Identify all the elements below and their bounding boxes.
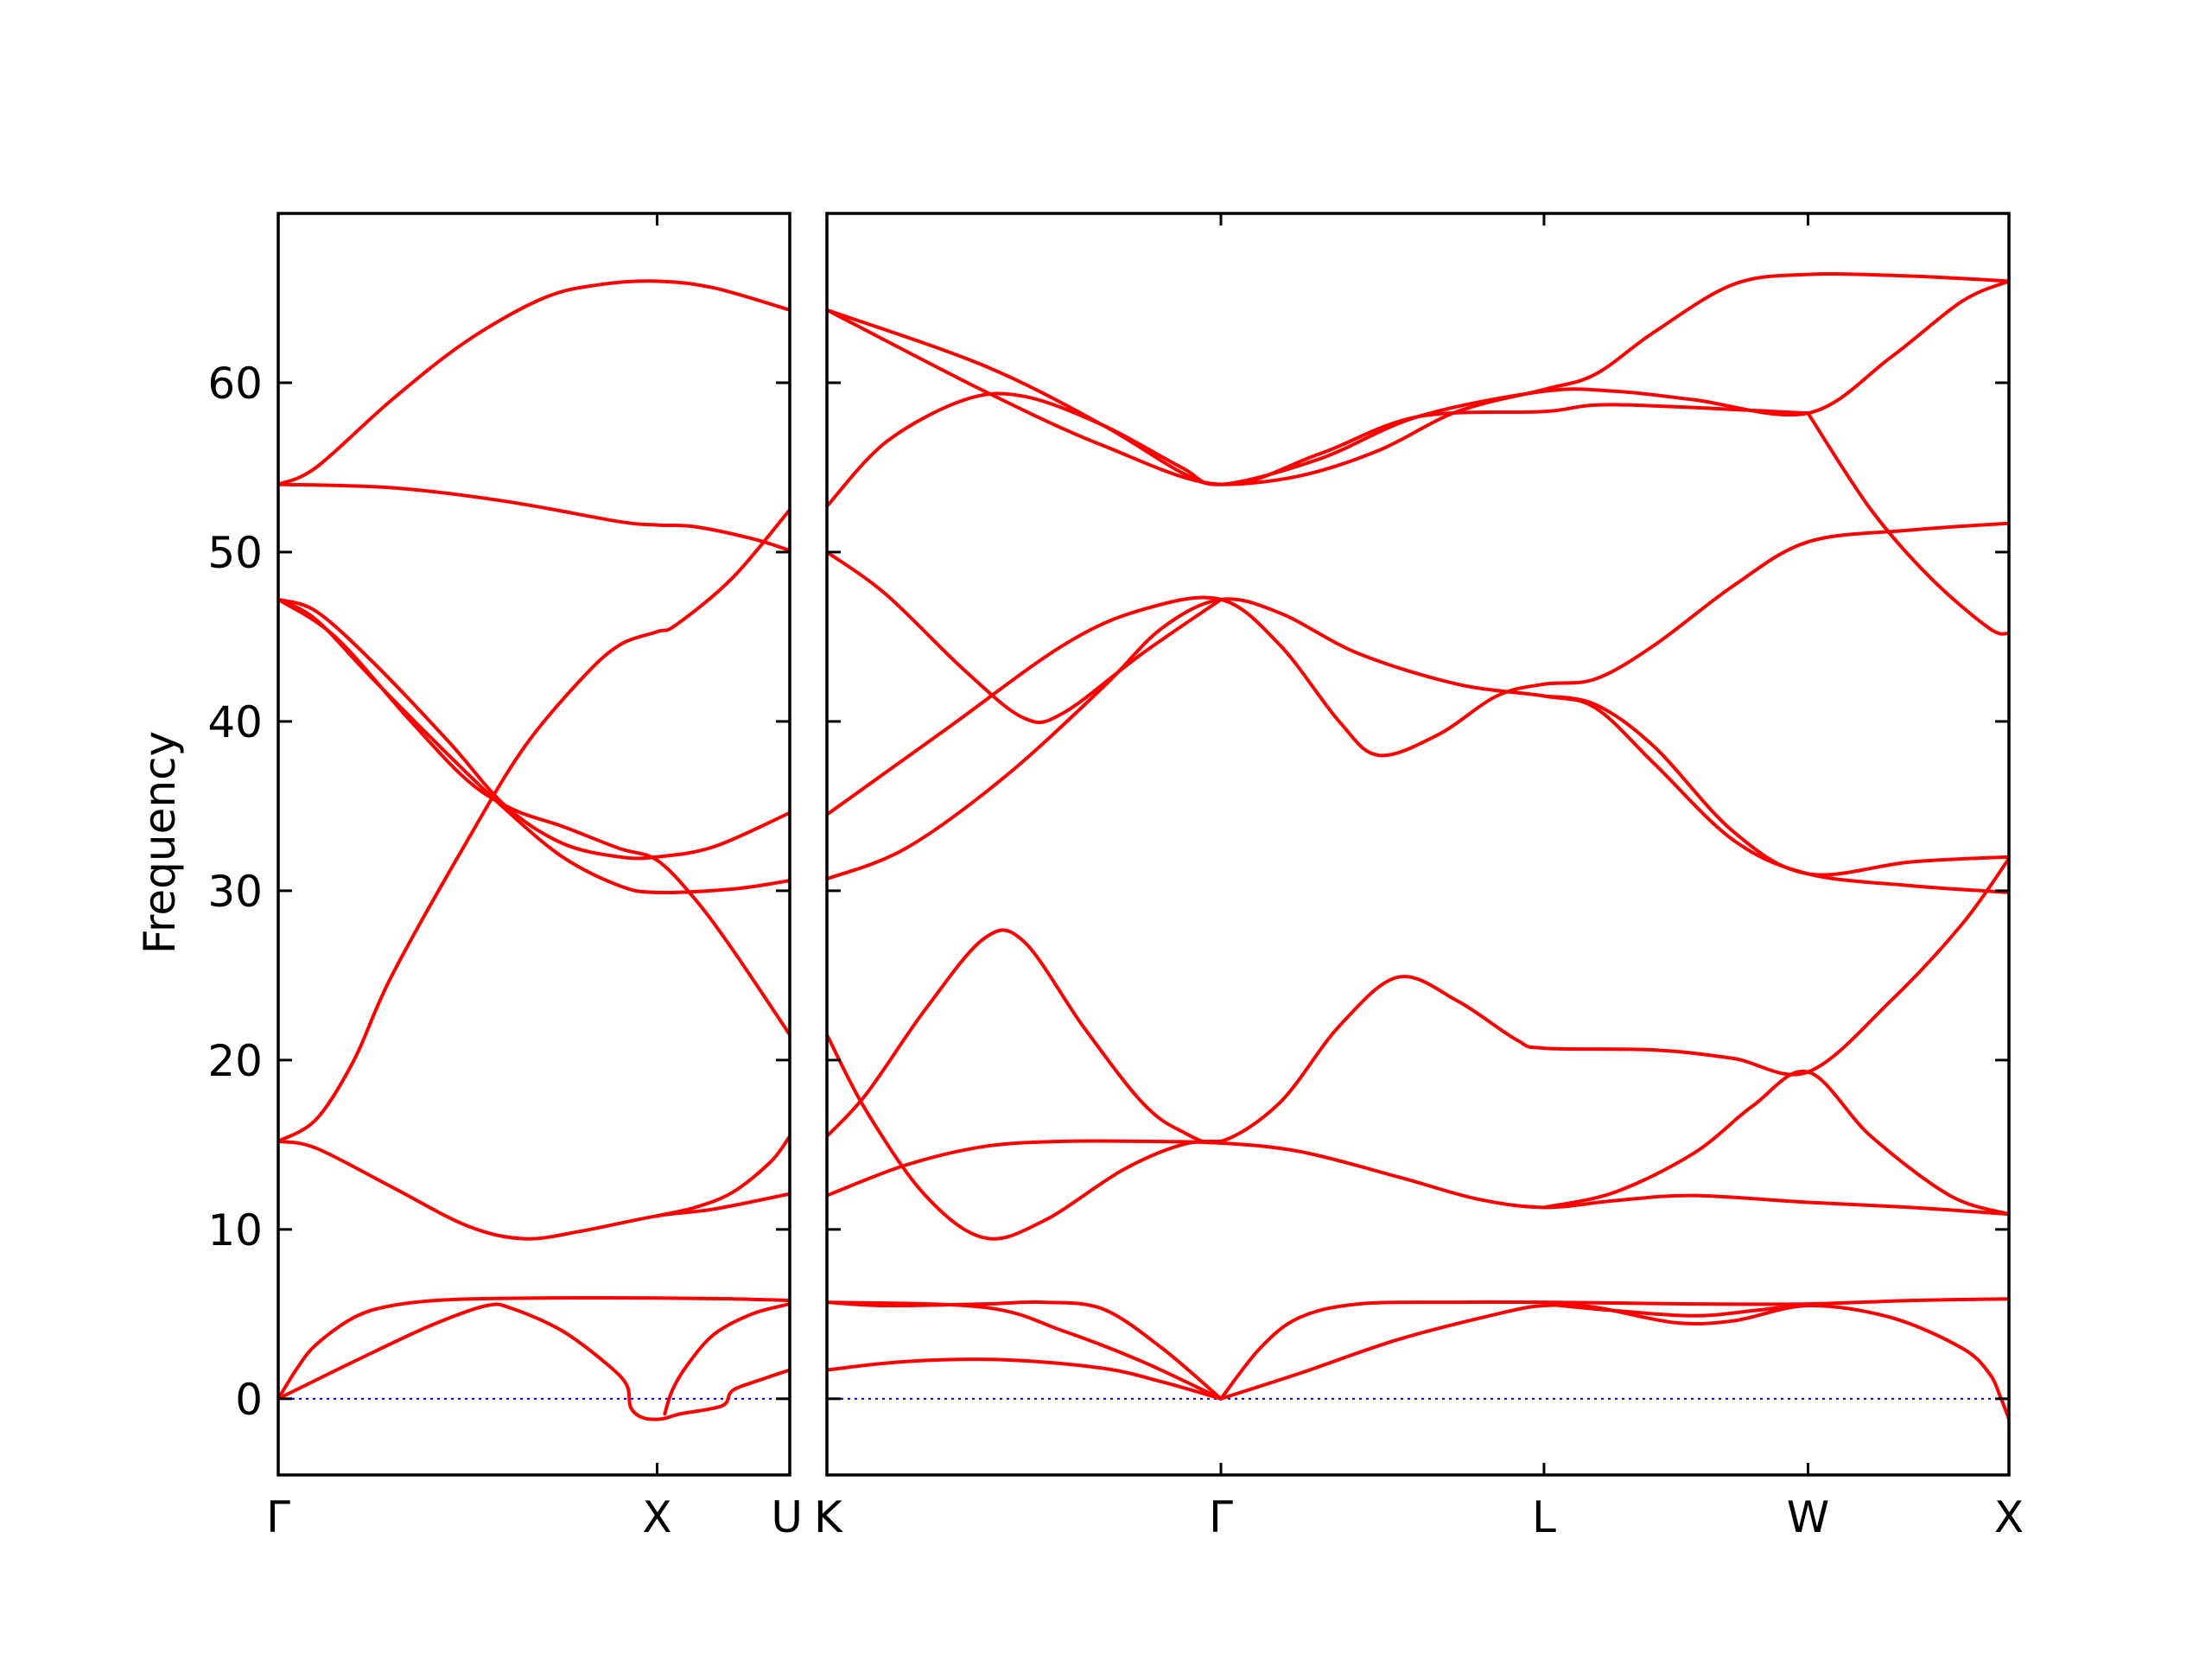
panel-left: 0 10 20 30 40 50 60 Γ X U (207, 212, 803, 1542)
band-line-left-1 (278, 1296, 790, 1401)
band-line-right-6 (1541, 1302, 1810, 1318)
band-line-left-6 (655, 1135, 790, 1218)
band-line-right-16 (827, 308, 1810, 486)
y-tick-label: 10 (207, 1205, 263, 1255)
x-tick-label: X (1994, 1492, 2024, 1542)
y-tick-label: 20 (207, 1036, 263, 1086)
plot-panels: 0 10 20 30 40 50 60 Γ X U K Γ L W X (207, 212, 2024, 1542)
band-line-right-10 (1541, 1069, 2009, 1217)
x-tick-label: W (1787, 1492, 1829, 1542)
band-line-right-2 (827, 1300, 1223, 1401)
band-line-left-8 (278, 597, 790, 894)
band-line-right-7 (827, 1139, 2009, 1217)
axes-frame (276, 212, 791, 1477)
band-line-left-5 (278, 508, 790, 1143)
band-line-left-3 (663, 1302, 790, 1416)
band-line-right-14 (1541, 694, 2009, 877)
y-tick-label: 0 (235, 1375, 263, 1425)
band-line-right-4 (1219, 1297, 2009, 1401)
band-group (827, 272, 2009, 1421)
y-tick-label: 40 (207, 697, 263, 747)
x-tick-label: Γ (1209, 1492, 1233, 1542)
axes-frame (825, 212, 2011, 1477)
band-line-left-4 (278, 1139, 790, 1241)
band-line-left-2 (278, 1302, 790, 1421)
band-line-right-8 (827, 856, 2009, 1145)
band-line-right-18 (1806, 411, 2009, 636)
band-line-right-15 (827, 279, 2009, 508)
y-axis-label: Frequency (135, 731, 185, 954)
band-line-right-1 (827, 1357, 1223, 1401)
band-line-left-11 (278, 279, 790, 486)
x-tick-label: X (642, 1492, 671, 1542)
band-line-right-17 (827, 272, 2009, 486)
x-tick-label: K (814, 1492, 843, 1542)
y-tick-label: 50 (207, 528, 263, 578)
x-tick-label: Γ (266, 1492, 290, 1542)
y-tick-label: 30 (207, 867, 263, 917)
y-tick-label: 60 (207, 359, 263, 409)
x-tick-label: U (771, 1492, 803, 1542)
band-line-left-9 (278, 597, 790, 1037)
x-tick-label: L (1532, 1492, 1556, 1542)
band-line-left-7 (278, 597, 790, 861)
band-line-right-9 (827, 1033, 1223, 1241)
band-group (278, 279, 790, 1421)
band-line-right-12 (827, 521, 2009, 817)
band-line-right-13 (827, 550, 1223, 725)
band-line-right-5 (1219, 1303, 2009, 1421)
band-line-left-10 (278, 482, 790, 552)
band-line-right-3 (827, 1300, 1223, 1401)
